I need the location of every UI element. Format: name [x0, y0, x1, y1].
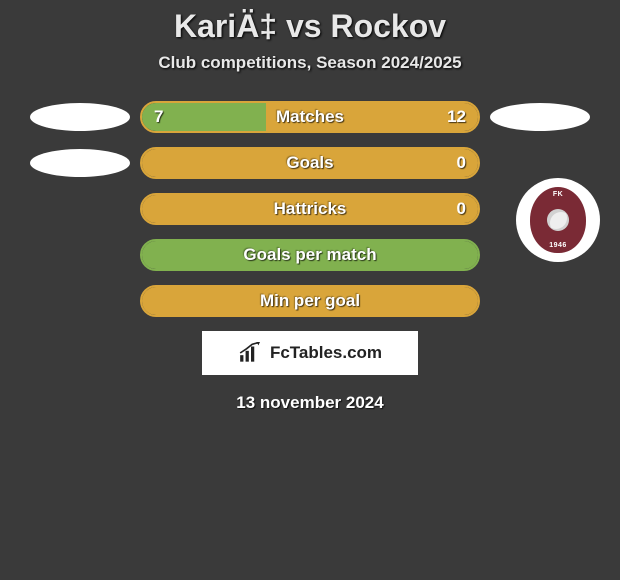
stat-left-value: 7	[154, 107, 163, 127]
stat-bar: Matches 7 12	[140, 101, 480, 133]
stat-label: Goals	[286, 153, 333, 173]
stat-bar: Goals 0	[140, 147, 480, 179]
spacer	[30, 287, 130, 315]
chart-icon	[238, 342, 264, 364]
spacer	[30, 241, 130, 269]
page-title: KariÄ‡ vs Rockov	[0, 0, 620, 45]
stat-label: Min per goal	[260, 291, 360, 311]
right-player-badge	[490, 103, 590, 131]
page-subtitle: Club competitions, Season 2024/2025	[0, 53, 620, 73]
ball-icon	[547, 209, 569, 231]
branding-box[interactable]: FcTables.com	[202, 331, 418, 375]
spacer	[30, 195, 130, 223]
stat-right-value: 0	[457, 199, 466, 219]
stat-label: Hattricks	[274, 199, 347, 219]
stat-bar: Min per goal	[140, 285, 480, 317]
left-player-badge	[30, 149, 130, 177]
stat-bar: Hattricks 0	[140, 193, 480, 225]
spacer	[490, 287, 590, 315]
stat-row: Matches 7 12	[0, 101, 620, 133]
stat-row: Min per goal	[0, 285, 620, 317]
crest-text-top: FK	[553, 191, 563, 198]
crest-year: 1946	[549, 242, 567, 249]
branding-text: FcTables.com	[270, 343, 382, 363]
stat-row: Goals 0	[0, 147, 620, 179]
crest-icon: FK 1946	[530, 187, 586, 253]
left-player-badge	[30, 103, 130, 131]
right-club-logo: FK 1946	[516, 178, 600, 262]
stat-label: Matches	[276, 107, 344, 127]
stat-label: Goals per match	[243, 245, 376, 265]
date-text: 13 november 2024	[0, 393, 620, 413]
spacer	[490, 149, 590, 177]
stat-right-value: 12	[447, 107, 466, 127]
stat-bar: Goals per match	[140, 239, 480, 271]
stat-right-value: 0	[457, 153, 466, 173]
